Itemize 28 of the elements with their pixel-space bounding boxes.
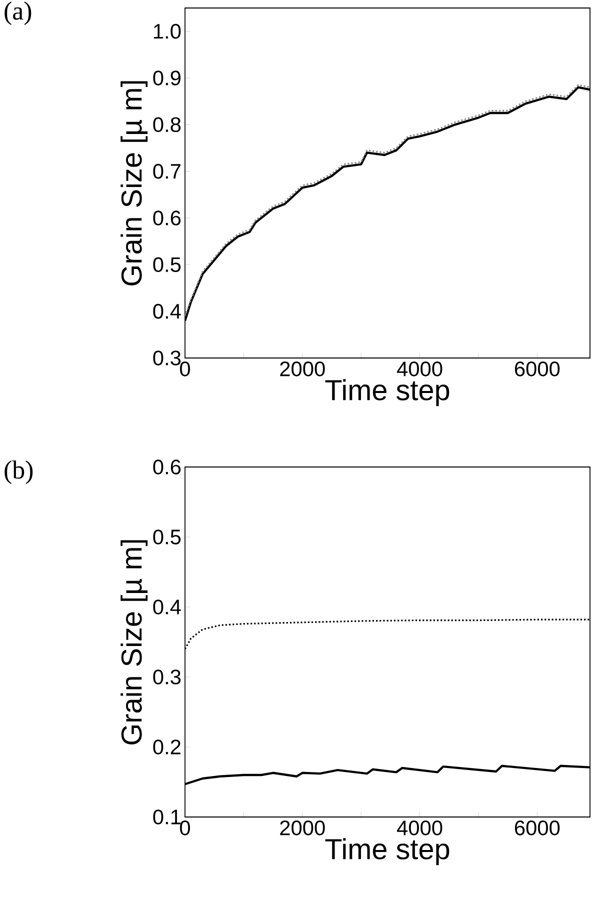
x-tick-label: 2000 bbox=[280, 362, 325, 376]
y-tick-label: 0.7 bbox=[153, 164, 180, 179]
y-tick-label: 0.4 bbox=[153, 600, 181, 614]
x-axis-title: Time step bbox=[325, 838, 450, 866]
y-tick-label: 0.1 bbox=[153, 810, 180, 824]
y-tick-label: 0.4 bbox=[153, 304, 181, 319]
y-tick-label: 0.3 bbox=[153, 350, 181, 366]
x-tick-label: 6000 bbox=[514, 362, 560, 376]
y-axis-title: Grain Size [µ m] bbox=[120, 540, 148, 744]
chart-title: (b) bbox=[4, 460, 33, 484]
y-tick-label: 0.2 bbox=[153, 740, 180, 754]
chart-title: (a) bbox=[4, 2, 32, 26]
y-tick-label: 0.5 bbox=[153, 530, 181, 544]
x-tick-label: 0 bbox=[180, 362, 190, 376]
x-tick-label: 0 bbox=[180, 820, 190, 836]
x-axis-title: Time step bbox=[325, 379, 450, 406]
x-tick-label: 2000 bbox=[280, 820, 325, 836]
x-tick-label: 4000 bbox=[396, 362, 442, 376]
x-tick-label: 4000 bbox=[396, 820, 442, 836]
y-tick-label: 0.9 bbox=[153, 70, 180, 86]
y-tick-label: 1.0 bbox=[154, 24, 181, 39]
y-tick-label: 0.6 bbox=[153, 210, 181, 226]
y-tick-label: 0.5 bbox=[153, 257, 181, 272]
y-axis-title: Grain Size [µ m] bbox=[120, 81, 148, 286]
x-tick-label: 6000 bbox=[514, 820, 560, 836]
y-tick-label: 0.8 bbox=[153, 117, 181, 132]
y-tick-label: 0.6 bbox=[153, 460, 181, 474]
y-tick-label: 0.3 bbox=[153, 670, 181, 684]
